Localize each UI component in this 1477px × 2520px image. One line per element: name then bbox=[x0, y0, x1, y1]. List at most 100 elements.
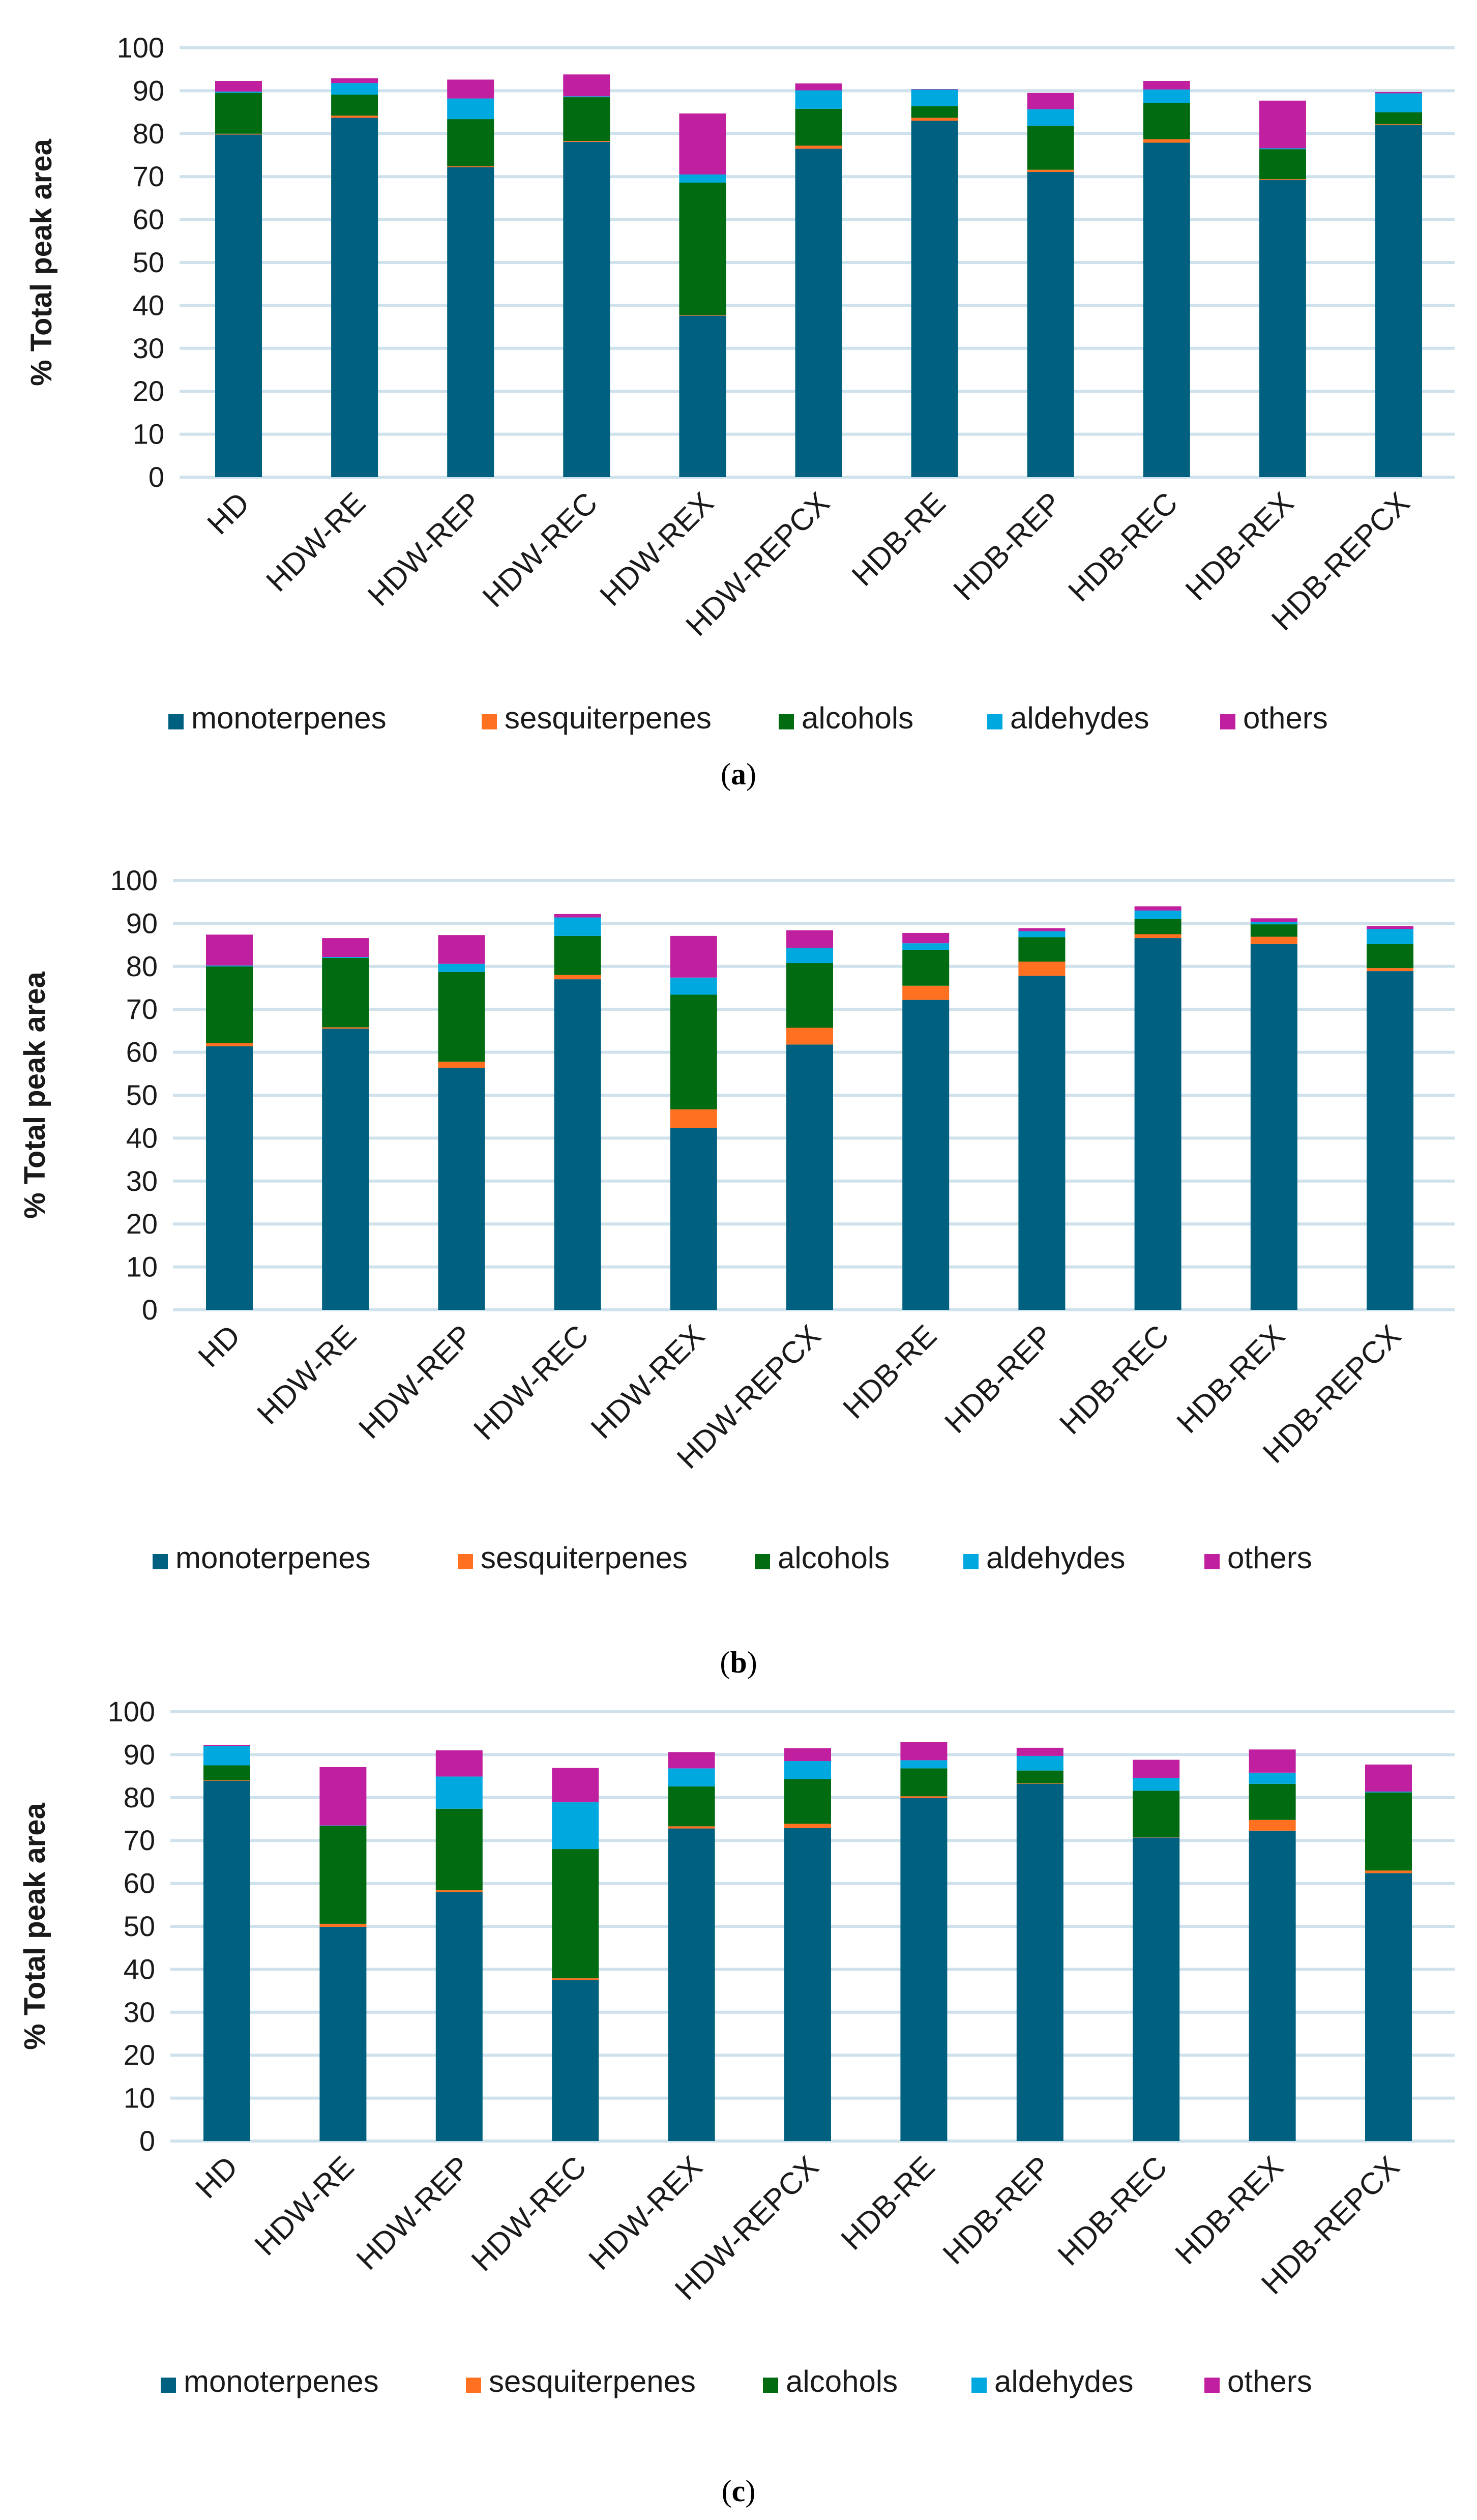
bar-segment-monoterpenes bbox=[1259, 180, 1306, 477]
bar-segment-monoterpenes bbox=[563, 141, 610, 477]
legend-swatch-sesquiterpenes bbox=[466, 2378, 481, 2393]
bar-segment-alcohols bbox=[670, 994, 717, 1109]
bar-segment-monoterpenes bbox=[435, 1892, 483, 2141]
legend-label: sesquiterpenes bbox=[505, 701, 712, 735]
bar-segment-aldehydes bbox=[1375, 93, 1422, 112]
bar-segment-aldehydes bbox=[215, 92, 262, 93]
y-tick-label: 100 bbox=[110, 864, 158, 896]
legend-label: others bbox=[1243, 701, 1328, 735]
bar-segment-sesquiterpenes bbox=[1134, 934, 1181, 939]
bar-segment-others bbox=[554, 914, 601, 918]
y-tick-label: 60 bbox=[126, 1036, 158, 1068]
bar-segment-alcohols bbox=[552, 1849, 599, 1979]
legend-swatch-others bbox=[1204, 1554, 1220, 1569]
bar-segment-others bbox=[1375, 92, 1422, 94]
y-tick-label: 70 bbox=[126, 993, 158, 1025]
bar-segment-monoterpenes bbox=[203, 1780, 250, 2141]
x-tick-label: HDW-REC bbox=[465, 2150, 593, 2278]
bar-segment-aldehydes bbox=[911, 89, 958, 106]
y-tick-label: 30 bbox=[124, 1996, 155, 2028]
bar-segment-alcohols bbox=[1249, 1783, 1296, 1820]
panel-label-close: ) bbox=[747, 1646, 757, 1679]
bar-segment-alcohols bbox=[1375, 112, 1422, 125]
x-tick-label: HDW-RE bbox=[248, 2150, 361, 2262]
bar-segment-monoterpenes bbox=[1143, 142, 1190, 477]
bar-segment-sesquiterpenes bbox=[795, 145, 842, 149]
x-tick-label: HDW-RE bbox=[250, 1318, 363, 1431]
bar-segment-others bbox=[435, 1750, 483, 1777]
panel-label-close: ) bbox=[745, 2474, 755, 2508]
bar-segment-aldehydes bbox=[206, 965, 253, 966]
bar-segment-others bbox=[902, 932, 950, 944]
bar-segment-aldehydes bbox=[786, 948, 833, 963]
bar-segment-monoterpenes bbox=[1249, 1830, 1296, 2141]
legend-swatch-monoterpenes bbox=[168, 714, 184, 729]
bar-segment-aldehydes bbox=[1016, 1755, 1064, 1771]
legend-swatch-alcohols bbox=[763, 2378, 778, 2393]
bar-segment-aldehydes bbox=[1367, 929, 1413, 944]
bar-segment-monoterpenes bbox=[670, 1128, 717, 1310]
y-tick-label: 60 bbox=[124, 1867, 155, 1899]
bar-segment-alcohols bbox=[1259, 149, 1306, 180]
bar-segment-alcohols bbox=[203, 1765, 250, 1781]
bar-segment-sesquiterpenes bbox=[902, 985, 950, 1000]
legend-swatch-others bbox=[1220, 714, 1235, 729]
bar-segment-alcohols bbox=[679, 183, 726, 315]
chart-panel-c: 0 10 20 30 40 50 60 70 80 90 100 % Total peak area H… bbox=[18, 1695, 1455, 2508]
x-tick-label: HDB-RE bbox=[836, 1318, 943, 1425]
bar-segment-alcohols bbox=[1027, 126, 1074, 170]
bar-segment-aldehydes bbox=[1133, 1777, 1180, 1791]
y-tick-label: 80 bbox=[126, 950, 158, 982]
bar-segment-sesquiterpenes bbox=[554, 975, 601, 980]
x-tick-label: HDB-REC bbox=[1061, 486, 1184, 608]
bar-segment-alcohols bbox=[795, 108, 842, 146]
bar-segment-monoterpenes bbox=[319, 1926, 367, 2141]
legend-swatch-alcohols bbox=[779, 714, 794, 729]
y-tick-label: 10 bbox=[126, 1251, 158, 1283]
legend-swatch-aldehydes bbox=[971, 2378, 987, 2393]
x-tick-label: HDW-REX bbox=[582, 2150, 708, 2276]
bar-segment-sesquiterpenes bbox=[784, 1824, 831, 1828]
bar-segment-others bbox=[206, 934, 253, 966]
y-tick-label: 70 bbox=[133, 160, 164, 192]
bar-segment-monoterpenes bbox=[215, 134, 262, 477]
legend-label: alcohols bbox=[778, 1541, 890, 1575]
bar-segment-monoterpenes bbox=[322, 1029, 369, 1310]
bar-segment-aldehydes bbox=[554, 917, 601, 936]
bar-segment-sesquiterpenes bbox=[1016, 1783, 1064, 1784]
legend-label: others bbox=[1227, 2364, 1312, 2398]
bar-segment-monoterpenes bbox=[1016, 1783, 1064, 2141]
bar-segment-aldehydes bbox=[670, 977, 717, 995]
bar-segment-monoterpenes bbox=[552, 1980, 599, 2141]
panel-label-letter: c bbox=[732, 2474, 746, 2508]
bar-segment-alcohols bbox=[668, 1786, 715, 1827]
y-axis-title: % Total peak area bbox=[25, 138, 58, 386]
bar-segment-others bbox=[679, 113, 726, 174]
bar-segment-others bbox=[1016, 1747, 1064, 1756]
bar-segment-alcohols bbox=[447, 119, 494, 166]
bar-segment-alcohols bbox=[911, 106, 958, 118]
bar-segment-others bbox=[784, 1748, 831, 1762]
y-tick-label: 90 bbox=[126, 907, 158, 939]
y-tick-label: 100 bbox=[108, 1695, 155, 1727]
bar-segment-alcohols bbox=[438, 972, 485, 1062]
bar-segment-others bbox=[900, 1742, 948, 1761]
bar-segment-sesquiterpenes bbox=[911, 118, 958, 121]
bar-segment-alcohols bbox=[786, 963, 833, 1028]
bar-segment-alcohols bbox=[1016, 1770, 1064, 1783]
y-tick-label: 50 bbox=[133, 246, 164, 278]
bar-segment-alcohols bbox=[215, 93, 262, 134]
legend-label: sesquiterpenes bbox=[489, 2364, 696, 2398]
y-tick-label: 0 bbox=[149, 461, 164, 493]
bar-segment-others bbox=[203, 1744, 250, 1746]
y-tick-label: 20 bbox=[124, 2039, 155, 2071]
bar-segment-others bbox=[552, 1768, 599, 1803]
x-tick-label: HD bbox=[201, 486, 256, 541]
bar-segment-alcohols bbox=[322, 957, 369, 1028]
bar-segment-others bbox=[322, 938, 369, 957]
bar-segment-sesquiterpenes bbox=[215, 133, 262, 135]
chart-panel-b: 0 10 20 30 40 50 60 70 80 90 100 % Total peak area H… bbox=[18, 864, 1455, 1679]
bar-segment-monoterpenes bbox=[1134, 938, 1181, 1310]
legend-swatch-alcohols bbox=[755, 1554, 770, 1569]
bar-segment-sesquiterpenes bbox=[900, 1796, 948, 1798]
